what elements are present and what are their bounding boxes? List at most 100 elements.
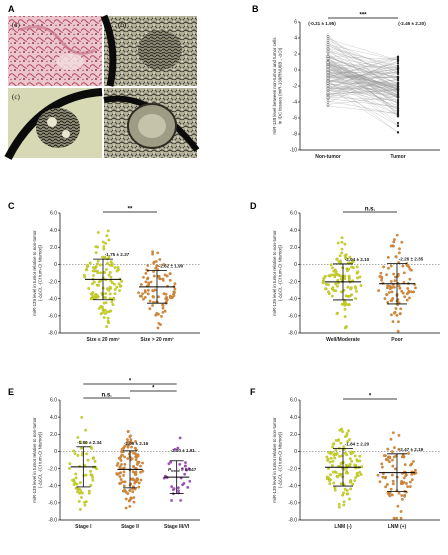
data-point — [128, 505, 131, 508]
data-point — [170, 485, 173, 488]
data-point — [384, 476, 387, 479]
data-point — [109, 297, 112, 300]
data-point — [157, 313, 160, 316]
data-point — [120, 463, 123, 466]
data-point — [68, 467, 71, 470]
data-point — [340, 462, 343, 465]
data-point — [152, 296, 155, 299]
data-point — [125, 498, 128, 501]
data-point — [146, 264, 149, 267]
data-point — [105, 325, 108, 328]
data-point — [123, 456, 126, 459]
mean-sd-annotation: (-0.21 ± 1.95) — [308, 21, 336, 26]
data-point — [92, 479, 95, 482]
y-tick-label: 0 — [54, 262, 57, 268]
data-point — [394, 279, 397, 282]
data-point-non-tumor — [327, 82, 329, 84]
data-point — [101, 306, 104, 309]
data-point — [405, 482, 408, 485]
data-point — [162, 311, 165, 314]
y-tick-label: -10 — [290, 148, 297, 154]
data-point — [332, 482, 335, 485]
data-point — [123, 471, 126, 474]
data-point — [404, 463, 407, 466]
y-tick-label: -8.0 — [288, 331, 297, 337]
data-point — [348, 464, 351, 467]
data-point — [349, 488, 352, 491]
data-point — [96, 271, 99, 274]
data-point — [394, 468, 397, 471]
data-point — [132, 496, 135, 499]
data-point — [393, 286, 396, 289]
data-point — [396, 314, 399, 317]
data-point — [336, 285, 339, 288]
data-point — [406, 264, 409, 267]
data-point — [93, 281, 96, 284]
data-point — [119, 285, 122, 288]
data-point — [72, 450, 75, 453]
data-point — [354, 455, 357, 458]
data-point — [102, 245, 105, 248]
y-tick-label: 2.0 — [290, 245, 297, 251]
data-point — [390, 488, 393, 491]
data-point — [397, 320, 400, 323]
data-point — [141, 292, 144, 295]
data-point — [87, 459, 90, 462]
data-point — [398, 434, 401, 437]
data-point — [97, 284, 100, 287]
y-tick-label: -6.0 — [48, 501, 57, 507]
data-point — [109, 310, 112, 313]
data-point — [354, 287, 357, 290]
y-tick-label: 2.0 — [50, 245, 57, 251]
y-tick-label: 2.0 — [50, 432, 57, 438]
y-axis-label: miR-139 level in tumor relative to non-t… — [32, 417, 37, 503]
data-point — [340, 442, 343, 445]
data-point — [341, 248, 344, 251]
significance-label: * — [129, 379, 132, 385]
data-point — [348, 279, 351, 282]
data-point — [94, 294, 97, 297]
data-point — [130, 446, 133, 449]
mean-sd-annotation: -1.84 ± 2.20 — [345, 441, 370, 446]
data-point — [340, 428, 343, 431]
data-point — [104, 242, 107, 245]
y-tick-label: -4.0 — [48, 296, 57, 302]
data-point — [165, 300, 168, 303]
data-point — [115, 472, 118, 475]
data-point — [393, 238, 396, 241]
data-point — [74, 473, 77, 476]
data-point — [332, 460, 335, 463]
data-point — [132, 465, 135, 468]
data-point — [407, 452, 410, 455]
data-point — [155, 260, 158, 263]
data-point — [347, 493, 350, 496]
data-point — [327, 451, 330, 454]
data-point — [135, 480, 138, 483]
data-point — [334, 489, 337, 492]
data-point — [334, 283, 337, 286]
data-point — [348, 295, 351, 298]
data-point — [107, 289, 110, 292]
data-point — [79, 489, 82, 492]
data-point — [327, 458, 330, 461]
data-point — [117, 462, 120, 465]
data-point — [409, 485, 412, 488]
data-point — [348, 275, 351, 278]
tissue-image-d — [104, 88, 197, 158]
data-point-tumor — [397, 94, 399, 96]
data-point — [348, 304, 351, 307]
tissue-image-b-label: (b) — [118, 21, 127, 29]
mean-sd-annotation: -3.00 ± 1.91 — [170, 448, 195, 453]
data-point-tumor — [397, 67, 399, 69]
data-point-non-tumor — [327, 100, 329, 102]
data-point — [188, 480, 191, 483]
data-point — [149, 300, 152, 303]
data-point — [378, 275, 381, 278]
data-point — [344, 488, 347, 491]
data-point — [147, 277, 150, 280]
data-point — [392, 320, 395, 323]
data-point — [155, 265, 158, 268]
data-point — [350, 293, 353, 296]
data-point — [390, 245, 393, 248]
data-point — [83, 274, 86, 277]
